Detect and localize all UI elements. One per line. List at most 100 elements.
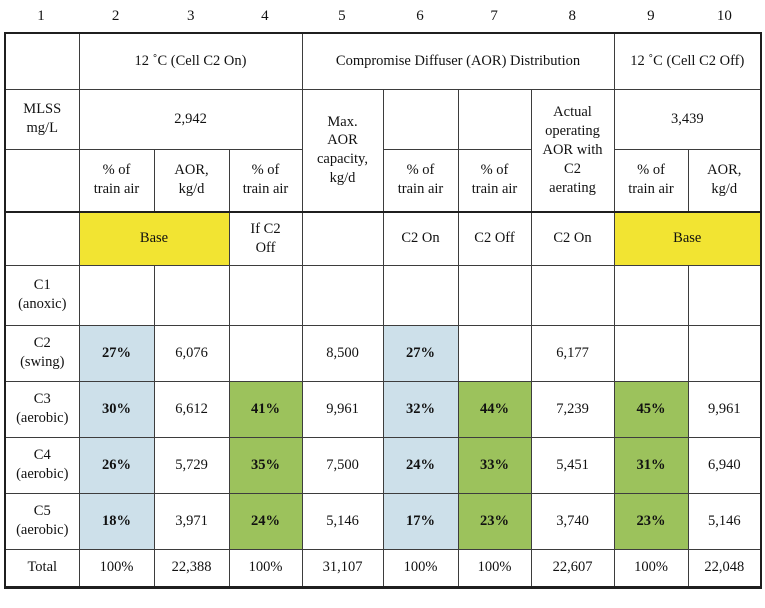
actual-aor-cell: Actual operating AOR with C2 aerating bbox=[530, 88, 615, 213]
scenario-row: Base If C2 Off C2 On C2 Off C2 On Base bbox=[4, 211, 762, 266]
mlss-value-left-cell: 2,942 bbox=[78, 88, 303, 150]
scenario-base-left-cell: Base bbox=[78, 211, 230, 266]
table-row-c4: C4 (aerobic) 26% 5,729 35% 7,500 24% 33%… bbox=[4, 436, 762, 494]
column-number: 6 bbox=[416, 7, 424, 24]
corner-cell bbox=[4, 32, 80, 90]
data-cell bbox=[228, 264, 303, 326]
scenario-if-c2-off-cell: If C2 Off bbox=[228, 211, 303, 266]
data-cell bbox=[613, 264, 689, 326]
column-number: 3 bbox=[186, 7, 195, 24]
row-label-c1: C1 (anoxic) bbox=[4, 264, 80, 326]
aor-kgd-header: AOR, kg/d bbox=[687, 148, 762, 213]
data-cell bbox=[613, 324, 689, 382]
table-row-c1: C1 (anoxic) bbox=[4, 264, 762, 326]
data-cell: 31,107 bbox=[301, 548, 384, 588]
mlss-value-right-cell: 3,439 bbox=[613, 88, 762, 150]
scenario-base-right-cell: Base bbox=[613, 211, 762, 266]
data-cell: 45% bbox=[613, 380, 689, 438]
column-number: 8 bbox=[568, 7, 576, 24]
data-cell: 8,500 bbox=[301, 324, 384, 382]
data-cell: 6,177 bbox=[530, 324, 615, 382]
column-number: 9 bbox=[647, 7, 655, 24]
data-cell bbox=[382, 264, 459, 326]
data-cell bbox=[228, 324, 303, 382]
data-cell: 100% bbox=[613, 548, 689, 588]
data-cell: 6,076 bbox=[153, 324, 230, 382]
data-cell bbox=[457, 324, 532, 382]
pct-train-air-header: % of train air bbox=[78, 148, 155, 213]
data-cell: 26% bbox=[78, 436, 155, 494]
mlss-label-cell: MLSS mg/L bbox=[4, 88, 80, 150]
data-cell: 9,961 bbox=[687, 380, 762, 438]
data-cell: 6,940 bbox=[687, 436, 762, 494]
group-header-c2-on: 12 ˚C (Cell C2 On) bbox=[78, 32, 303, 90]
scenario-c2-on-cell: C2 On bbox=[382, 211, 459, 266]
pct-train-air-header: % of train air bbox=[382, 148, 459, 213]
data-cell: 100% bbox=[78, 548, 155, 588]
data-cell bbox=[78, 264, 155, 326]
data-cell bbox=[457, 264, 532, 326]
data-cell: 3,971 bbox=[153, 492, 230, 550]
row-label-c5: C5 (aerobic) bbox=[4, 492, 80, 550]
data-cell: 31% bbox=[613, 436, 689, 494]
data-cell: 5,146 bbox=[301, 492, 384, 550]
data-cell: 5,146 bbox=[687, 492, 762, 550]
data-cell: 33% bbox=[457, 436, 532, 494]
table-row-c3: C3 (aerobic) 30% 6,612 41% 9,961 32% 44%… bbox=[4, 380, 762, 438]
pct-train-air-header: % of train air bbox=[613, 148, 689, 213]
scenario-c2-on-cell: C2 On bbox=[530, 211, 615, 266]
data-cell bbox=[153, 264, 230, 326]
group-header-compromise: Compromise Diffuser (AOR) Distribution bbox=[301, 32, 615, 90]
row-label-c4: C4 (aerobic) bbox=[4, 436, 80, 494]
data-cell: 24% bbox=[228, 492, 303, 550]
data-cell: 35% bbox=[228, 436, 303, 494]
sub-header-row: % of train air AOR, kg/d % of train air … bbox=[4, 148, 762, 213]
data-cell: 3,740 bbox=[530, 492, 615, 550]
pct-train-air-header: % of train air bbox=[228, 148, 303, 213]
empty-cell bbox=[382, 88, 459, 150]
empty-cell bbox=[301, 211, 384, 266]
aor-kgd-header: AOR, kg/d bbox=[153, 148, 230, 213]
data-cell: 5,729 bbox=[153, 436, 230, 494]
data-cell: 9,961 bbox=[301, 380, 384, 438]
table-row-total: Total 100% 22,388 100% 31,107 100% 100% … bbox=[4, 548, 762, 588]
data-cell: 23% bbox=[457, 492, 532, 550]
data-cell: 22,607 bbox=[530, 548, 615, 588]
data-cell: 23% bbox=[613, 492, 689, 550]
table-row-c2: C2 (swing) 27% 6,076 8,500 27% 6,177 bbox=[4, 324, 762, 382]
scenario-c2-off-cell: C2 Off bbox=[457, 211, 532, 266]
aor-distribution-table: 12 ˚C (Cell C2 On) Compromise Diffuser (… bbox=[4, 32, 763, 589]
row-label-c2: C2 (swing) bbox=[4, 324, 80, 382]
data-cell: 24% bbox=[382, 436, 459, 494]
column-number: 4 bbox=[261, 7, 269, 24]
max-aor-capacity-cell: Max. AOR capacity, kg/d bbox=[301, 88, 384, 213]
data-cell: 100% bbox=[457, 548, 532, 588]
data-cell: 27% bbox=[78, 324, 155, 382]
column-number: 10 bbox=[716, 7, 732, 24]
table-row-c5: C5 (aerobic) 18% 3,971 24% 5,146 17% 23%… bbox=[4, 492, 762, 550]
data-cell: 22,048 bbox=[687, 548, 762, 588]
column-number-ruler: 1 2 3 4 5 6 7 8 9 10 bbox=[4, 4, 761, 32]
column-number: 7 bbox=[490, 7, 498, 24]
data-cell: 32% bbox=[382, 380, 459, 438]
data-cell: 18% bbox=[78, 492, 155, 550]
data-cell: 7,500 bbox=[301, 436, 384, 494]
data-cell: 44% bbox=[457, 380, 532, 438]
data-cell: 5,451 bbox=[530, 436, 615, 494]
group-header-row: 12 ˚C (Cell C2 On) Compromise Diffuser (… bbox=[4, 32, 762, 90]
data-cell: 100% bbox=[382, 548, 459, 588]
data-cell: 7,239 bbox=[530, 380, 615, 438]
empty-cell bbox=[4, 211, 80, 266]
table-figure: 1 2 3 4 5 6 7 8 9 10 12 ˚C (Cell C2 On) … bbox=[4, 4, 763, 589]
data-cell bbox=[687, 324, 762, 382]
data-cell: 100% bbox=[228, 548, 303, 588]
data-cell: 6,612 bbox=[153, 380, 230, 438]
column-number: 5 bbox=[338, 7, 346, 24]
group-header-c2-off: 12 ˚C (Cell C2 Off) bbox=[613, 32, 762, 90]
row-label-c3: C3 (aerobic) bbox=[4, 380, 80, 438]
data-cell: 17% bbox=[382, 492, 459, 550]
column-number: 1 bbox=[37, 7, 45, 24]
mlss-row: MLSS mg/L 2,942 Max. AOR capacity, kg/d … bbox=[4, 88, 762, 213]
empty-cell bbox=[4, 148, 80, 213]
data-cell bbox=[530, 264, 615, 326]
